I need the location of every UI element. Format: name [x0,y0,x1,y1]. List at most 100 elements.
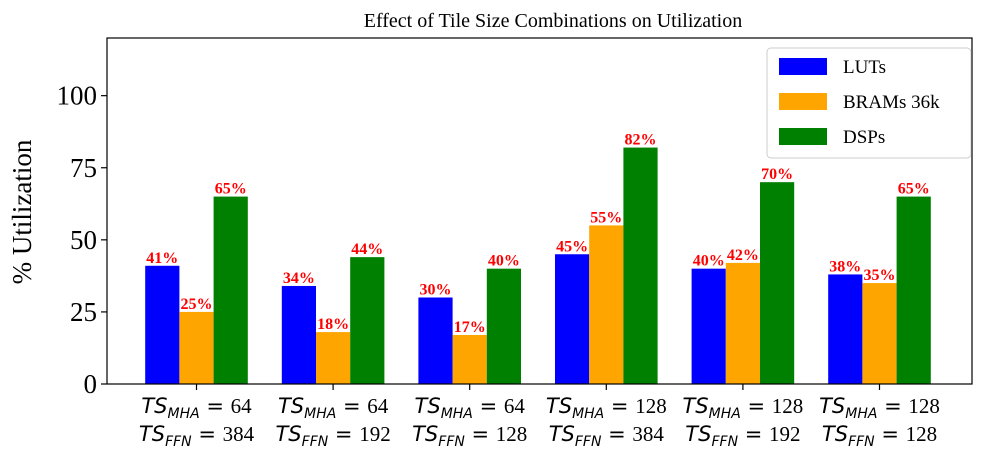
x-tick-ts: TS [415,394,441,418]
bar-dsps-2 [350,257,385,384]
bar-dsps-4 [623,147,658,384]
x-tick-label-mha: TSMHA = 64 [141,394,252,422]
x-tick-equals: = [336,394,367,418]
x-tick-label-mha: TSMHA = 64 [278,394,389,422]
x-tick-value: 192 [359,422,391,446]
x-tick-subscript: MHA [441,406,473,422]
x-tick-ts: TS [685,422,711,446]
x-tick-value: 384 [632,422,664,446]
x-tick-value: 384 [223,422,255,446]
data-label: 40% [693,253,725,270]
legend-swatch-luts [779,58,827,75]
x-tick-value: 128 [772,394,804,418]
bar-dsps-3 [486,268,521,384]
x-tick-label-mha: TSMHA = 128 [819,394,940,422]
bar-brams-36k-6 [862,283,897,384]
data-label: 41% [146,250,178,267]
legend-swatch-brams-36k [779,93,827,110]
legend-label: BRAMs 36k [843,92,940,113]
x-tick-label-ffn: TSFFN = 192 [275,422,390,450]
x-tick-label-ffn: TSFFN = 384 [549,422,665,450]
x-tick-subscript: MHA [168,406,200,422]
data-label: 45% [556,238,588,255]
data-label: 42% [727,247,759,264]
x-tick-subscript: FFN [711,434,738,450]
bar-brams-36k-1 [179,311,214,384]
x-tick-value: 64 [231,394,253,418]
x-tick-ts: TS [141,394,167,418]
x-tick-subscript: FFN [848,434,875,450]
bar-dsps-6 [896,196,931,384]
x-tick-value: 128 [906,422,938,446]
legend-swatch-dsps [779,128,827,145]
x-tick-label-mha: TSMHA = 128 [546,394,667,422]
data-label: 17% [454,319,486,336]
x-tick-label-mha: TSMHA = 128 [682,394,803,422]
x-tick-value: 128 [635,394,667,418]
x-tick-value: 128 [496,422,528,446]
x-tick-value: 192 [769,422,801,446]
data-label: 40% [488,253,520,270]
x-tick-value: 64 [504,394,526,418]
chart-title: Effect of Tile Size Combinations on Util… [364,10,743,32]
x-tick-label-ffn: TSFFN = 192 [685,422,800,450]
x-tick-ts: TS [139,422,165,446]
x-tick-subscript: MHA [845,406,877,422]
x-tick-equals: = [192,422,223,446]
y-tick-label: 0 [84,369,98,399]
x-tick-equals: = [328,422,359,446]
bar-luts-3 [418,297,453,384]
x-tick-equals: = [738,422,769,446]
x-tick-ts: TS [822,422,848,446]
data-label: 35% [864,267,896,284]
x-tick-subscript: FFN [165,434,192,450]
x-tick-ts: TS [549,422,575,446]
bar-brams-36k-4 [589,225,624,384]
data-label: 34% [283,270,315,287]
x-tick-subscript: MHA [709,406,741,422]
y-tick-label: 25 [70,297,97,327]
x-tick-ts: TS [278,394,304,418]
x-tick-subscript: FFN [575,434,602,450]
data-label: 18% [317,316,349,333]
y-axis-label: % Utilization [7,139,37,284]
data-label: 82% [625,132,657,149]
x-tick-ts: TS [819,394,845,418]
x-tick-label-mha: TSMHA = 64 [415,394,526,422]
legend-label: LUTs [843,57,886,78]
x-tick-equals: = [877,394,908,418]
x-tick-ts: TS [682,394,708,418]
data-label: 44% [351,241,383,258]
x-tick-label-ffn: TSFFN = 128 [822,422,937,450]
y-tick-label: 50 [70,225,97,255]
bar-brams-36k-2 [316,332,351,384]
data-label: 65% [215,181,247,198]
data-label: 38% [829,258,861,275]
x-tick-equals: = [741,394,772,418]
bar-dsps-5 [760,182,795,384]
legend: LUTs BRAMs 36k DSPs [766,47,972,159]
x-tick-subscript: MHA [304,406,336,422]
bar-luts-5 [691,268,726,384]
bar-luts-2 [281,285,316,384]
bar-dsps-1 [213,196,248,384]
x-tick-label-ffn: TSFFN = 384 [139,422,255,450]
x-tick-equals: = [604,394,635,418]
legend-label: DSPs [843,127,885,148]
x-tick-label-ffn: TSFFN = 128 [412,422,527,450]
x-tick-ts: TS [546,394,572,418]
x-tick-equals: = [601,422,632,446]
x-tick-value: 64 [367,394,389,418]
x-tick-value: 128 [908,394,940,418]
x-tick-subscript: MHA [572,406,604,422]
bar-luts-1 [145,265,180,384]
y-tick-label: 100 [57,81,98,111]
bar-luts-4 [555,254,590,384]
plot-area-frame [106,37,973,385]
x-tick-equals: = [200,394,231,418]
data-label: 65% [898,181,930,198]
bar-luts-6 [828,274,863,384]
y-tick-label: 75 [70,153,97,183]
x-tick-ts: TS [275,422,301,446]
